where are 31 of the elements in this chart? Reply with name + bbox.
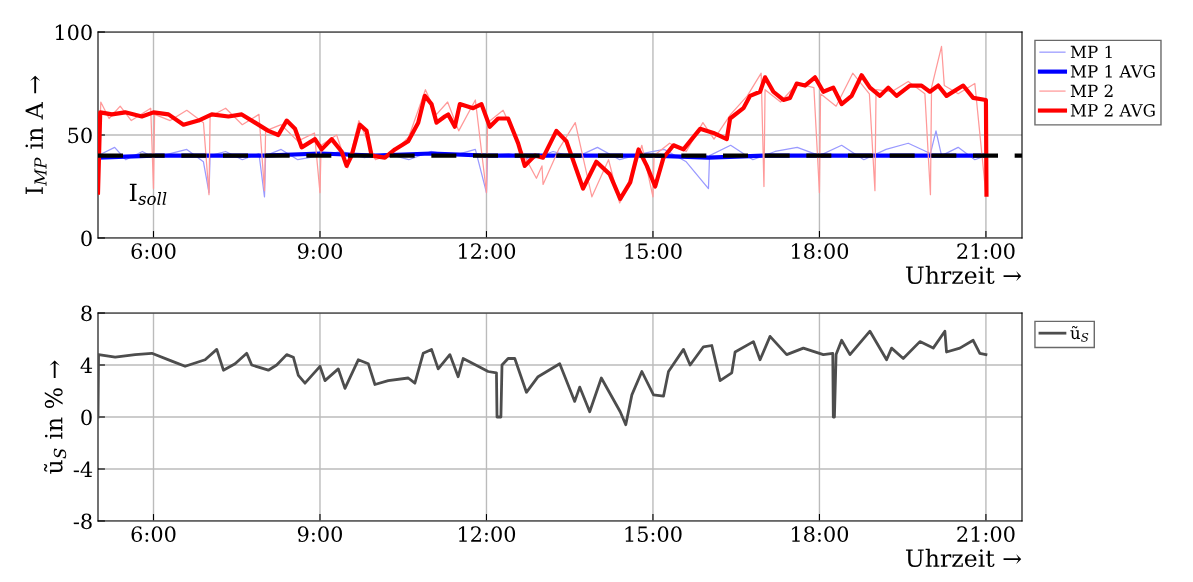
legend-label: MP 1 [1070,45,1112,58]
y-tick-label: 50 [68,127,92,144]
x-tick-label: 12:00 [458,526,516,542]
x-tick-label: 6:00 [131,526,176,542]
y-tick-label: 4 [80,357,93,373]
legend-label: MP 1 AVG [1070,65,1155,78]
x-tick-label: 15:00 [625,526,682,542]
ref-line-label: I$_{soll}$ [129,183,167,205]
x-tick-label: 9:00 [297,243,342,259]
x-axis-title: Uhrzeit → [905,265,1022,285]
x-tick-label: 21:00 [957,243,1015,259]
x-tick-label: 18:00 [791,526,849,542]
y-tick-label: -4 [73,461,93,477]
y-axis-title: ũ$_{S}$ in % → [43,360,67,474]
line-series [98,329,988,427]
x-tick-label: 15:00 [625,243,682,259]
y-axis-title: I$_{MP}$ in A → [25,75,47,194]
x-tick-label: 6:00 [131,243,176,259]
y-tick-label: 0 [81,409,92,426]
legend-label: MP 2 AVG [1070,104,1155,117]
x-axis-title: Uhrzeit → [905,548,1022,568]
x-tick-label: 21:00 [957,526,1015,542]
y-tick-label: -8 [73,513,92,530]
x-tick-label: 9:00 [297,526,342,542]
x-tick-label: 12:00 [458,243,516,259]
y-tick-label: 100 [55,24,92,41]
y-tick-label: 0 [81,230,92,247]
legend-label: ũ$_{S}$ [1070,326,1089,342]
x-tick-label: 18:00 [791,243,849,259]
y-tick-label: 8 [81,305,92,322]
legend-label: MP 2 [1070,84,1113,97]
